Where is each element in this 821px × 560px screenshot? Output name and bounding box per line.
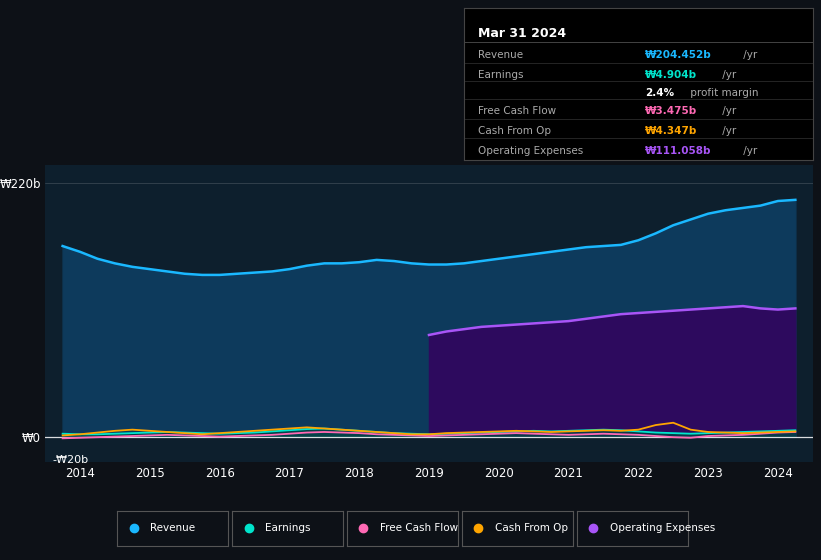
Text: Operating Expenses: Operating Expenses (610, 524, 715, 533)
Text: ₩204.452b: ₩204.452b (645, 50, 712, 60)
Text: /yr: /yr (740, 146, 757, 156)
Text: Cash From Op: Cash From Op (495, 524, 568, 533)
Text: /yr: /yr (718, 70, 736, 80)
Text: ₩4.904b: ₩4.904b (645, 70, 697, 80)
Text: /yr: /yr (718, 106, 736, 116)
Text: /yr: /yr (718, 126, 736, 136)
Text: Free Cash Flow: Free Cash Flow (380, 524, 458, 533)
Text: /yr: /yr (740, 50, 757, 60)
Text: Revenue: Revenue (150, 524, 195, 533)
Text: 2.4%: 2.4% (645, 88, 674, 98)
Text: Earnings: Earnings (478, 70, 523, 80)
Text: Cash From Op: Cash From Op (478, 126, 551, 136)
Text: ₩111.058b: ₩111.058b (645, 146, 712, 156)
Text: Revenue: Revenue (478, 50, 523, 60)
Text: profit margin: profit margin (687, 88, 759, 98)
Text: ₩3.475b: ₩3.475b (645, 106, 698, 116)
Text: Operating Expenses: Operating Expenses (478, 146, 583, 156)
Text: -₩20b: -₩20b (52, 455, 89, 465)
Text: ₩4.347b: ₩4.347b (645, 126, 698, 136)
Text: Mar 31 2024: Mar 31 2024 (478, 26, 566, 40)
Text: Free Cash Flow: Free Cash Flow (478, 106, 556, 116)
Text: Earnings: Earnings (265, 524, 310, 533)
